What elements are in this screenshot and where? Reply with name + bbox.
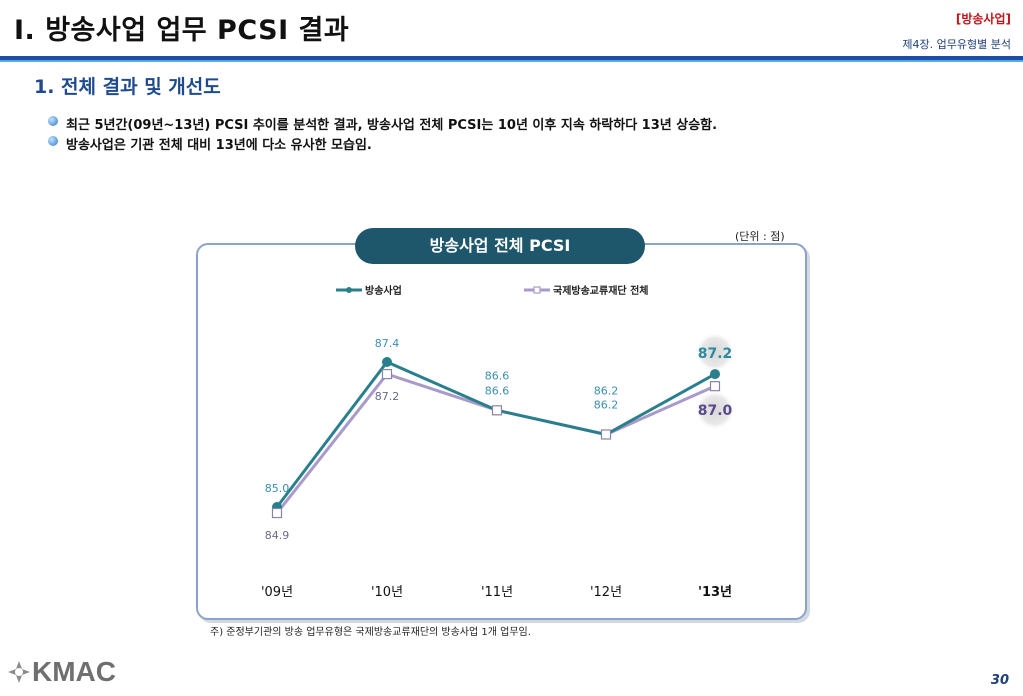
data-label: 87.0 bbox=[698, 403, 733, 419]
kmac-logo: KMAC bbox=[6, 656, 116, 688]
x-tick-label: '09년 bbox=[261, 585, 293, 600]
chart-title: 방송사업 전체 PCSI bbox=[355, 228, 645, 264]
data-label: 85.0 bbox=[265, 482, 290, 495]
bullet-item: 최근 5년간(09년~13년) PCSI 추이를 분석한 결과, 방송사업 전체… bbox=[48, 114, 718, 133]
kmac-emblem-icon bbox=[8, 661, 30, 683]
data-label: 84.9 bbox=[265, 529, 290, 542]
data-label: 86.2 bbox=[594, 399, 619, 412]
data-point bbox=[271, 507, 283, 519]
footnote: 주) 준정부기관의 방송 업무유형은 국제방송교류재단의 방송사업 1개 업무임… bbox=[210, 627, 531, 638]
header-rule-accent bbox=[0, 60, 1023, 62]
x-tick-label: '13년 bbox=[698, 585, 732, 600]
data-label: 87.2 bbox=[698, 346, 733, 362]
legend-label: 국제방송교류재단 전체 bbox=[553, 284, 648, 297]
highlight-glow bbox=[695, 390, 735, 431]
bullet-text: 최근 5년간(09년~13년) PCSI 추이를 분석한 결과, 방송사업 전체… bbox=[66, 118, 718, 133]
header-rule bbox=[0, 56, 1023, 60]
x-tick-label: '12년 bbox=[590, 585, 622, 600]
section-title: 1. 전체 결과 및 개선도 bbox=[34, 76, 221, 98]
legend-marker bbox=[346, 287, 352, 293]
bullet-dot-icon bbox=[48, 116, 58, 126]
data-label: 87.4 bbox=[375, 337, 400, 350]
legend-label: 방송사업 bbox=[365, 284, 402, 297]
unit-label: (단위 : 점) bbox=[735, 230, 785, 243]
data-point bbox=[491, 405, 503, 416]
page-number: 30 bbox=[990, 673, 1009, 688]
data-label: 86.6 bbox=[485, 384, 510, 397]
chapter-label: 제4장. 업무유형별 분석 bbox=[902, 38, 1011, 51]
data-label: 86.6 bbox=[485, 369, 510, 382]
data-point bbox=[709, 381, 721, 392]
bullet-text: 방송사업은 기관 전체 대비 13년에 다소 유사한 모습임. bbox=[66, 138, 372, 153]
x-tick-label: '10년 bbox=[371, 585, 403, 600]
page-title: I. 방송사업 업무 PCSI 결과 bbox=[14, 15, 350, 46]
data-point bbox=[382, 357, 392, 367]
highlight-glow bbox=[695, 332, 735, 373]
data-label: 87.2 bbox=[375, 390, 400, 403]
category-tag: [방송사업] bbox=[955, 12, 1011, 26]
logo-text: KMAC bbox=[32, 656, 116, 687]
data-point bbox=[381, 368, 393, 380]
data-point bbox=[600, 429, 612, 440]
bullet-dot-icon bbox=[48, 136, 58, 146]
x-tick-label: '11년 bbox=[481, 585, 513, 600]
data-point bbox=[710, 369, 720, 380]
legend-marker bbox=[533, 286, 541, 294]
bullet-item: 방송사업은 기관 전체 대비 13년에 다소 유사한 모습임. bbox=[48, 134, 372, 153]
data-label: 86.2 bbox=[594, 385, 619, 398]
